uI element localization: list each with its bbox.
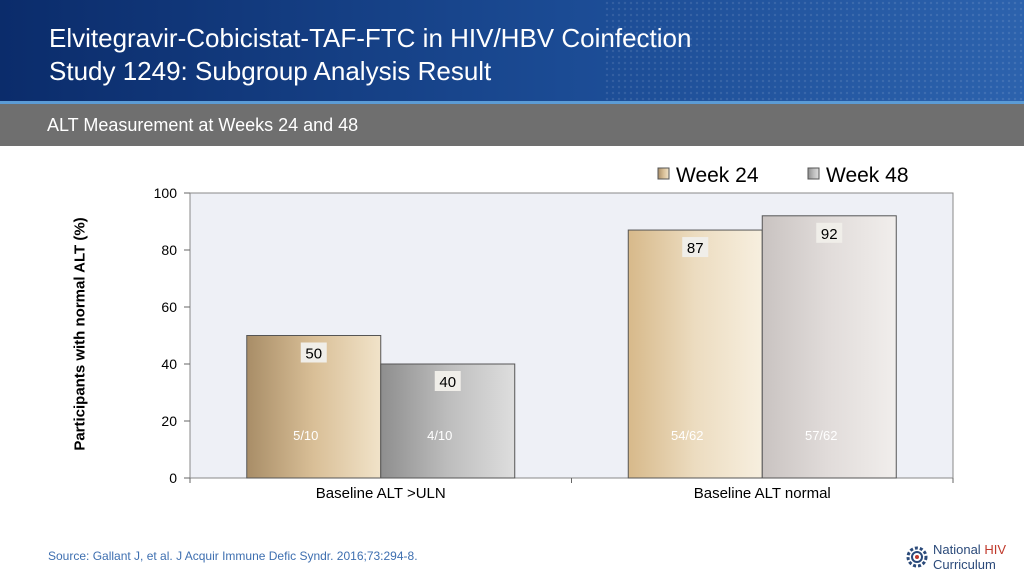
y-tick-label: 60 [161, 299, 177, 315]
y-tick-label: 20 [161, 413, 177, 429]
accent-line [0, 101, 1024, 104]
legend-label: Week 24 [676, 164, 759, 187]
logo-word-national: National [933, 542, 981, 557]
title-line-1: Elvitegravir-Cobicistat-TAF-FTC in HIV/H… [49, 23, 692, 53]
legend-swatch [657, 167, 670, 180]
slide-subtitle: ALT Measurement at Weeks 24 and 48 [47, 115, 359, 135]
fraction-label: 54/62 [671, 428, 704, 443]
value-label-box [434, 371, 461, 391]
logo-line-1: National HIV [933, 542, 1006, 557]
bar [627, 229, 763, 479]
title-banner [0, 0, 1024, 102]
value-label-box [300, 342, 327, 363]
x-category-label: Baseline ALT normal [694, 485, 831, 502]
source-citation: Source: Gallant J, et al. J Acquir Immun… [48, 549, 418, 563]
y-tick-label: 0 [169, 470, 177, 486]
value-label-box [816, 222, 843, 243]
logo-line-2: Curriculum [933, 557, 996, 572]
fraction-label: 57/62 [805, 428, 838, 443]
bar [761, 215, 897, 479]
y-tick-label: 80 [161, 242, 177, 258]
value-label-box [682, 237, 709, 258]
value-label: 87 [687, 240, 704, 257]
fraction-label: 5/10 [293, 428, 318, 443]
value-label: 40 [439, 374, 456, 391]
gear-logo-icon [906, 546, 928, 568]
logo-word-hiv: HIV [984, 542, 1006, 557]
y-tick-label: 100 [154, 185, 178, 201]
subtitle-bar [0, 104, 1024, 146]
slide-title: Elvitegravir-Cobicistat-TAF-FTC in HIV/H… [49, 22, 691, 88]
logo: National HIV Curriculum [903, 541, 1018, 573]
legend-swatch [807, 167, 820, 180]
title-line-2: Study 1249: Subgroup Analysis Result [49, 56, 492, 86]
y-tick-label: 40 [161, 356, 177, 372]
value-label: 50 [305, 346, 322, 363]
x-category-label: Baseline ALT >ULN [316, 485, 446, 502]
value-label: 92 [821, 226, 838, 243]
fraction-label: 4/10 [427, 428, 452, 443]
legend-label: Week 48 [826, 164, 909, 187]
